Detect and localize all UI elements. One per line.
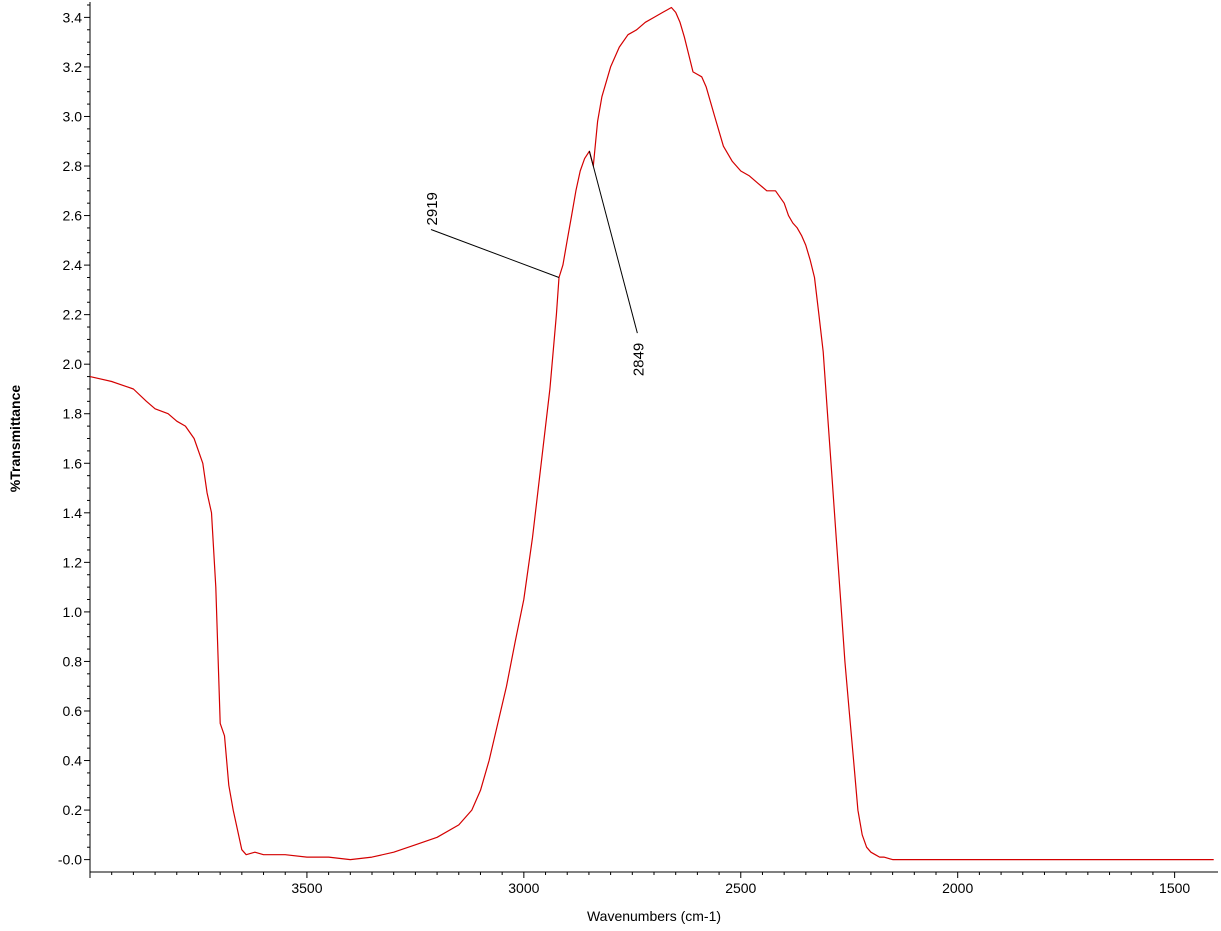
y-axis-ticks: -0.0 0.2 0.4 0.6 0.8 1.0 1.2 1.4 1.6 1.8 2.0 2.2 2.4… [58, 4, 90, 868]
x-axis-ticks: 3500 3000 2500 2000 1500 [89, 872, 1190, 896]
peak-label: 2849 [630, 343, 647, 376]
axes [89, 2, 1218, 873]
x-tick-label: 2000 [942, 880, 973, 896]
y-tick-label: 0.4 [63, 753, 83, 769]
y-tick-label: 2.6 [63, 208, 83, 224]
y-tick-label: 1.6 [63, 455, 83, 471]
y-tick-label: 2.8 [63, 158, 83, 174]
y-tick-label: 1.0 [63, 604, 83, 620]
y-tick-label: 1.2 [63, 554, 83, 570]
x-tick-label: 3500 [291, 880, 322, 896]
y-tick-label: 2.2 [63, 307, 83, 323]
y-tick-label: 3.2 [63, 59, 83, 75]
peak-annotations: 2919 2849 [424, 151, 647, 376]
peak-leader-line [430, 229, 560, 278]
y-tick-label: 0.6 [63, 703, 83, 719]
y-tick-label: 3.4 [63, 9, 83, 25]
y-tick-label: 2.4 [63, 257, 83, 273]
y-axis-title: %Transmittance [7, 385, 23, 493]
y-tick-label: 1.8 [63, 406, 83, 422]
x-tick-label: 1500 [1159, 880, 1190, 896]
spectrum-line [89, 6, 1214, 861]
y-tick-label: 0.8 [63, 653, 83, 669]
y-tick-label: 0.2 [63, 802, 83, 818]
peak-leader-line [588, 151, 638, 334]
peak-label: 2919 [424, 192, 441, 225]
y-tick-label: -0.0 [58, 852, 82, 868]
x-tick-label: 3000 [508, 880, 539, 896]
y-tick-label: 2.0 [63, 356, 83, 372]
x-tick-label: 2500 [725, 880, 756, 896]
y-tick-label: 1.4 [63, 505, 83, 521]
x-axis-title: Wavenumbers (cm-1) [587, 908, 721, 924]
y-tick-label: 3.0 [63, 108, 83, 124]
